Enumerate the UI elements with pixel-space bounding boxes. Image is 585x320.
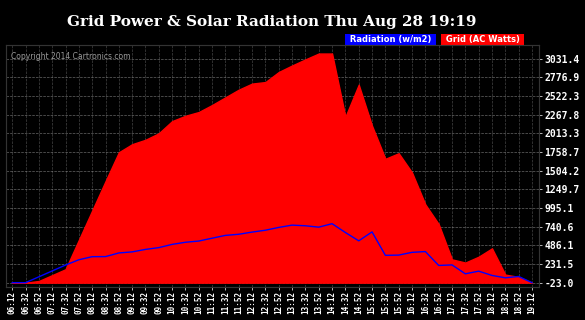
Text: Radiation (w/m2): Radiation (w/m2) xyxy=(347,36,434,44)
Title: Grid Power & Solar Radiation Thu Aug 28 19:19: Grid Power & Solar Radiation Thu Aug 28 … xyxy=(67,15,477,29)
Text: Copyright 2014 Cartronics.com: Copyright 2014 Cartronics.com xyxy=(11,52,130,61)
Text: Grid (AC Watts): Grid (AC Watts) xyxy=(443,36,522,44)
